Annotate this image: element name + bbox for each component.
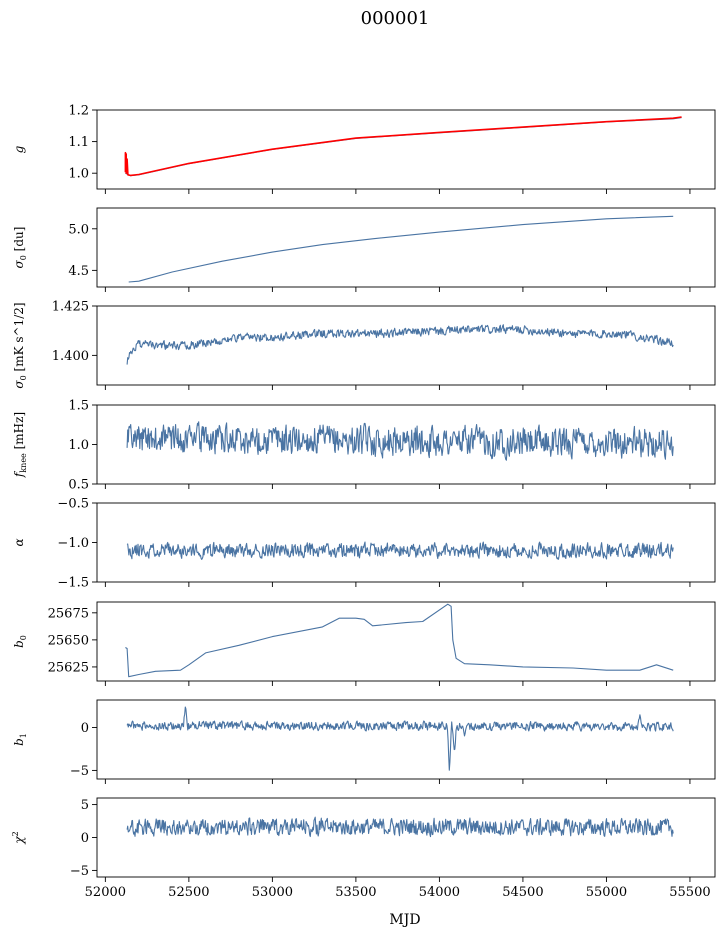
y-tick-label: 25650 — [48, 633, 89, 648]
y-tick-label: −1.0 — [57, 536, 89, 551]
panel-sigma0: 4.5 5.0 σ0 [du] — [12, 207, 716, 292]
x-tick-label: 52000 — [85, 885, 126, 900]
y-tick-label: 0.5 — [68, 478, 89, 493]
panel-b1: −5 0 b1 — [12, 699, 716, 784]
panel-alpha: −1.5 −1.0 −0.5 α — [12, 497, 716, 591]
y-tick-label: 1.0 — [68, 438, 89, 453]
y-tick-label: 1.400 — [52, 349, 89, 364]
x-tick-label: 53000 — [252, 885, 293, 900]
y-axis-label: α — [12, 538, 26, 546]
series-line-b0-0 — [125, 603, 674, 678]
panel-g: 1.0 1.1 1.2 g — [12, 104, 716, 194]
y-tick-label: −5 — [70, 764, 89, 779]
y-axis-label: b0 — [12, 635, 28, 648]
series-line-sigma0-0 — [128, 215, 674, 283]
axes-frame — [96, 699, 716, 780]
x-tick-label: 54000 — [419, 885, 460, 900]
y-tick-label: 5 — [81, 798, 89, 813]
y-axis-label: σ0 [mK s^1/2] — [12, 302, 28, 388]
series-line-b1-0 — [126, 706, 674, 771]
axes-frame — [96, 305, 716, 386]
y-axis-label: χ2 — [11, 831, 26, 844]
y-axis-label: b1 — [12, 733, 28, 746]
series-line-sigma0_rate-0 — [126, 324, 674, 365]
series-line-fknee-0 — [126, 421, 674, 461]
series-line-chi2-0 — [126, 816, 674, 838]
x-axis-label: MJD — [389, 912, 420, 928]
y-tick-label: 0 — [81, 831, 89, 846]
series-line-alpha-0 — [126, 541, 674, 560]
x-tick-label: 52500 — [168, 885, 209, 900]
y-tick-label: 5.0 — [68, 222, 89, 237]
y-tick-label: −1.5 — [57, 576, 89, 591]
y-tick-label: 1.5 — [68, 399, 89, 414]
panel-sigma0_rate: 1.400 1.425 σ0 [mK s^1/2] — [12, 300, 716, 390]
y-tick-label: 1.1 — [68, 135, 89, 150]
y-axis-label: fknee [mHz] — [12, 412, 28, 478]
y-tick-label: 0 — [81, 721, 89, 736]
panel-b0: 25625 25650 25675 b0 — [12, 601, 716, 686]
x-tick-label: 55500 — [669, 885, 710, 900]
panel-fknee: 0.5 1.0 1.5 fknee [mHz] — [12, 399, 716, 493]
axes-frame — [96, 601, 716, 682]
series-line-g-1 — [124, 116, 682, 177]
axes-frame — [96, 207, 716, 288]
y-tick-label: 1.425 — [52, 300, 89, 315]
y-tick-label: 25675 — [48, 606, 89, 621]
y-tick-label: 4.5 — [68, 264, 89, 279]
axes-frame — [96, 797, 716, 878]
figure-title: 000001 — [361, 8, 430, 29]
x-tick-label: 55000 — [586, 885, 627, 900]
axes-frame — [96, 502, 716, 583]
panel-chi2: −5 0 5 52000 52500 53000 53500 54000 54500 55000 5… — [11, 797, 716, 900]
y-tick-label: 25625 — [48, 660, 89, 675]
y-axis-label: σ0 [du] — [12, 227, 28, 269]
y-axis-label: g — [12, 145, 26, 153]
y-tick-label: 1.0 — [68, 167, 89, 182]
y-tick-label: 1.2 — [68, 104, 89, 119]
x-tick-label: 54500 — [502, 885, 543, 900]
x-tick-label: 53500 — [335, 885, 376, 900]
y-tick-label: −5 — [70, 864, 89, 879]
axes-frame — [96, 109, 716, 190]
y-tick-label: −0.5 — [57, 497, 89, 512]
series-line-g-0 — [125, 117, 682, 177]
